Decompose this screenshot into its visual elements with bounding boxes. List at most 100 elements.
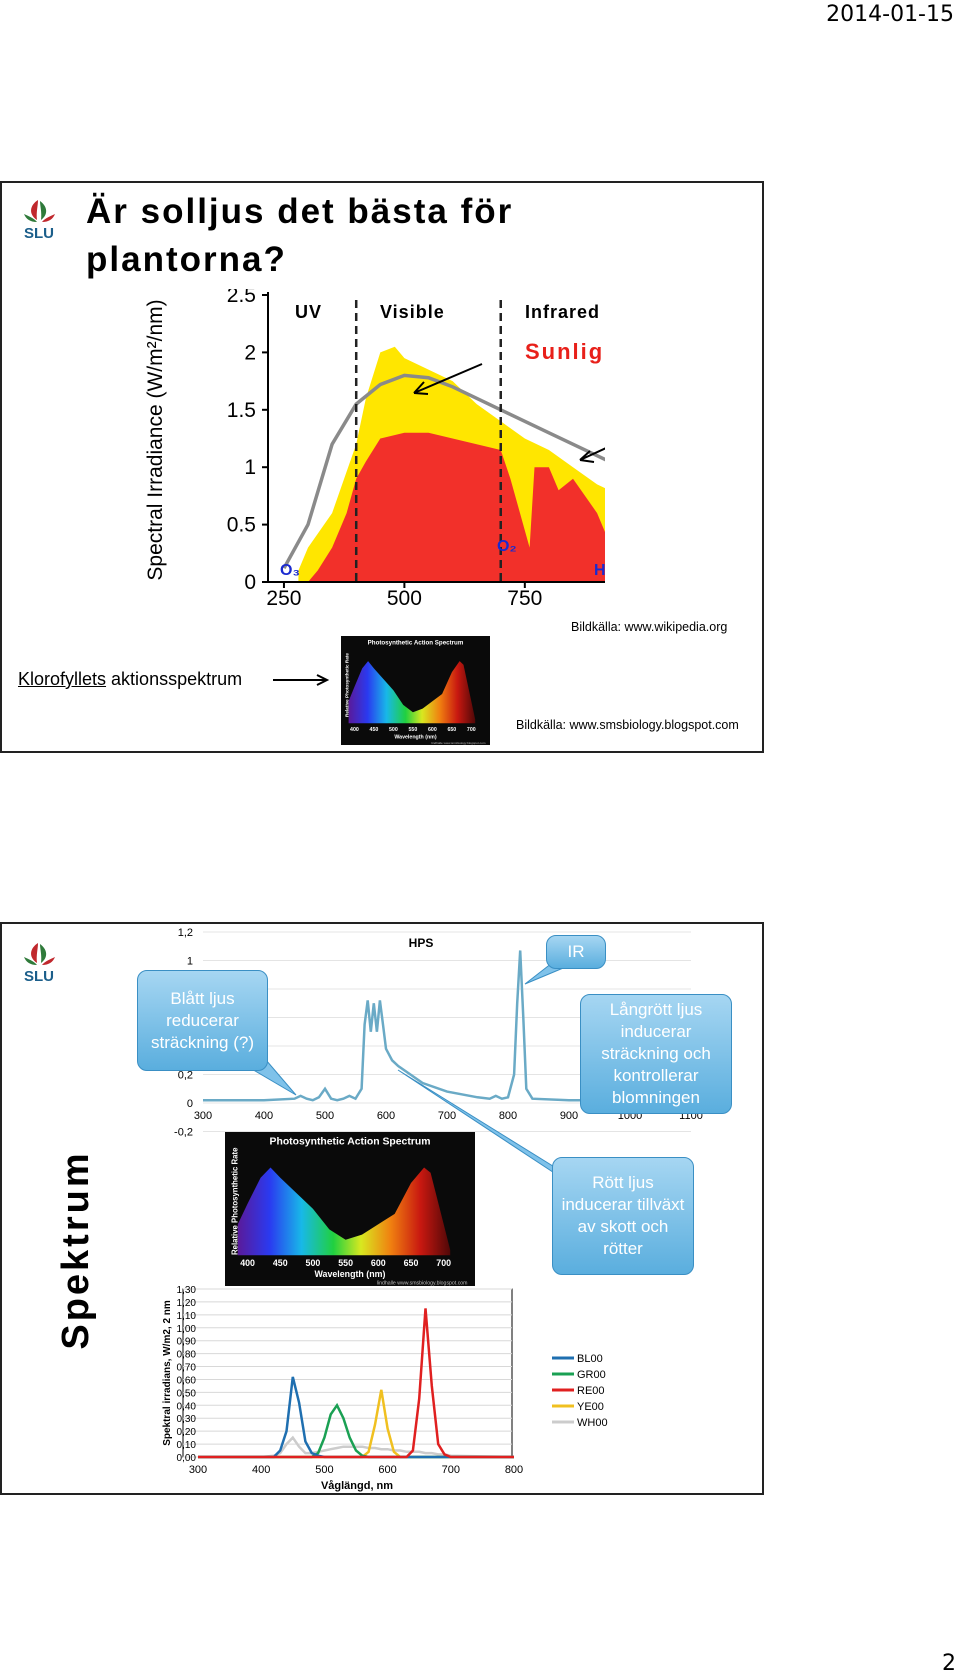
chart-title: HPS xyxy=(409,936,434,950)
y-tick-label: 0,60 xyxy=(177,1375,197,1386)
y-tick-label: 1,20 xyxy=(177,1298,197,1309)
image-tick-label: 700 xyxy=(436,1258,451,1268)
spectrum-area xyxy=(237,1167,451,1256)
region-label: Infrared xyxy=(525,302,600,322)
date: 2014-01-15 xyxy=(826,2,954,27)
x-tick-label: 1000 xyxy=(622,587,669,610)
callout: Blått ljus reducerar sträckning (?) xyxy=(137,970,268,1071)
slide-frame xyxy=(0,181,764,753)
x-tick-label: 700 xyxy=(438,1110,456,1122)
image-title: Photosynthetic Action Spectrum xyxy=(270,1136,431,1147)
region-label: Visible xyxy=(380,302,445,322)
y-tick-label: 0,40 xyxy=(177,1401,197,1412)
hps-chart: 1,210,80,60,40,20-0,23004005006007008009… xyxy=(174,927,703,1139)
y-tick-label: 2 xyxy=(244,341,256,364)
line xyxy=(203,950,691,1102)
y-tick-label: 1,2 xyxy=(178,927,193,939)
x-tick-label: 500 xyxy=(316,1110,334,1122)
molecule-label: H₂O xyxy=(594,562,625,579)
image-tick-label: 650 xyxy=(404,1258,419,1268)
y-tick-label: 1 xyxy=(187,956,193,968)
y-tick-label: 0 xyxy=(187,1098,193,1110)
image-credit: lindhalle www.smsbiology.blogspot.com xyxy=(377,1280,468,1286)
legend-label: YE00 xyxy=(577,1401,604,1413)
region-label: UV xyxy=(295,302,322,322)
legend-label: WH00 xyxy=(577,1417,608,1429)
x-tick-label: 500 xyxy=(315,1464,333,1476)
callout: IR xyxy=(546,935,606,969)
y-tick-label: 0 xyxy=(244,571,256,594)
led-chart: 0,00 0,10 0,20 0,30 0,40 0,50 0,600,70 0,80 0,90… xyxy=(162,1285,608,1492)
x-tick-label: 400 xyxy=(252,1464,270,1476)
action-spectrum-image: Photosynthetic Action Spectrum Relative P… xyxy=(225,1132,475,1286)
x-tick-label: 600 xyxy=(377,1110,395,1122)
image-tick-label: 450 xyxy=(370,727,379,733)
y-tick-label: 1,30 xyxy=(177,1285,197,1296)
x-tick-label: 400 xyxy=(255,1110,273,1122)
image-xlabel: Wavelength (nm) xyxy=(315,1269,386,1279)
legend-label: RE00 xyxy=(577,1385,605,1397)
y-tick-label: 1 xyxy=(244,456,256,479)
curve xyxy=(282,373,605,570)
x-tick-label: 700 xyxy=(442,1464,460,1476)
legend-label: BL00 xyxy=(577,1353,603,1365)
logo: SLU xyxy=(24,200,55,242)
x-tick-label: 800 xyxy=(505,1464,523,1476)
sunlight-chart: 0 0.5 1 1.5 2 2.5 250 500 750 1000 Spectral Irradi… xyxy=(144,289,669,610)
image-tick-label: 550 xyxy=(408,727,417,733)
curve-label: Sunlight xyxy=(525,339,629,364)
y-tick-label: 1,00 xyxy=(177,1324,197,1335)
action-spectrum-image: Photosynthetic Action Spectrum Relative P… xyxy=(341,636,490,745)
logo-text: SLU xyxy=(24,225,54,242)
image-tick-label: 400 xyxy=(350,727,359,733)
y-tick-label: 0,80 xyxy=(177,1350,197,1361)
image-xlabel: Wavelength (nm) xyxy=(394,734,436,740)
y-tick-label: 0,20 xyxy=(177,1427,197,1438)
legend-label: GR00 xyxy=(577,1369,606,1381)
x-tick-label: 900 xyxy=(560,1110,578,1122)
x-tick-label: 300 xyxy=(189,1464,207,1476)
vertical-title: Spektrum xyxy=(55,1150,97,1349)
image-tick-label: 600 xyxy=(428,727,437,733)
source: Bildkälla: www.wikipedia.org xyxy=(571,620,728,634)
source: Bildkälla: www.smsbiology.blogspot.com xyxy=(516,718,739,732)
y-tick-label: 1,10 xyxy=(177,1311,197,1322)
x-tick-label: 250 xyxy=(266,587,301,610)
axis-title: Spectral Irradiance (W/m²/nm) xyxy=(144,299,167,580)
image-tick-label: 600 xyxy=(371,1258,386,1268)
image-tick-label: 500 xyxy=(389,727,398,733)
x-tick-label: 750 xyxy=(507,587,542,610)
axis-title: Våglängd, nm xyxy=(321,1480,393,1492)
molecule-label: O₂ xyxy=(497,538,517,555)
image-ylabel: Relative Photosynthetic Rate xyxy=(344,653,349,717)
line xyxy=(198,1435,515,1459)
image-title: Photosynthetic Action Spectrum xyxy=(368,640,464,647)
axis-title: Spektral irradians, W/m2, 2 nm xyxy=(162,1300,173,1446)
y-tick-label: 0.5 xyxy=(227,514,256,537)
slide-frame xyxy=(0,922,764,1495)
caption-word: aktionsspektrum xyxy=(111,669,243,689)
x-tick-label: 300 xyxy=(194,1110,212,1122)
y-tick-label: 0,2 xyxy=(178,1070,193,1082)
image-credit: lindhalle www.smsbiology.blogspot.com xyxy=(431,741,486,745)
y-tick-label: 0,30 xyxy=(177,1414,197,1425)
y-tick-label: -0,2 xyxy=(174,1127,193,1139)
x-tick-label: 600 xyxy=(378,1464,396,1476)
image-tick-label: 550 xyxy=(338,1258,353,1268)
image-tick-label: 400 xyxy=(240,1258,255,1268)
y-tick-label: 0,00 xyxy=(177,1453,197,1464)
image-tick-label: 650 xyxy=(447,727,456,733)
y-tick-label: 0,50 xyxy=(177,1388,197,1399)
callout: Långrött ljus inducerar sträckning och k… xyxy=(580,994,732,1114)
page-number: 2 xyxy=(942,1651,956,1676)
arrow xyxy=(579,447,605,463)
y-tick-label: 1.5 xyxy=(227,399,256,422)
y-tick-label: 0,90 xyxy=(177,1337,197,1348)
slide-title: Är solljus det bästa för plantorna? xyxy=(86,192,514,279)
spectrum-area xyxy=(348,661,476,724)
callout: Rött ljus inducerar tillväxt av skott oc… xyxy=(552,1157,694,1275)
x-tick-label: 800 xyxy=(499,1110,517,1122)
image-tick-label: 500 xyxy=(306,1258,321,1268)
y-tick-label: 0,10 xyxy=(177,1440,197,1451)
area xyxy=(308,432,605,582)
